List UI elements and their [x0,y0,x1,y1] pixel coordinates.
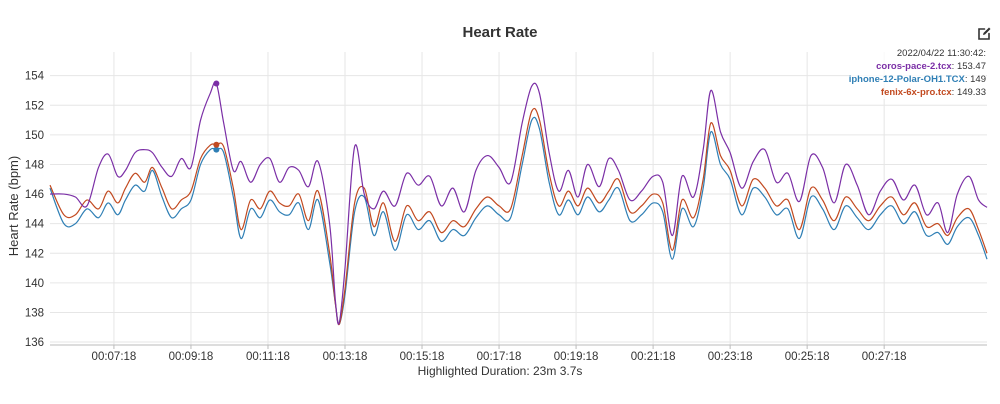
tooltip-series-name: coros-pace-2.tcx [876,61,952,72]
tooltip-entry: iphone-12-Polar-OH1.TCX: 149 [849,73,986,86]
x-tick-label: 00:25:18 [785,351,830,363]
y-tick-label: 152 [25,100,44,112]
series-line[interactable] [49,108,988,326]
x-tick-label: 00:19:18 [554,351,599,363]
highlighted-duration: Highlighted Duration: 23m 3.7s [417,364,583,378]
y-tick-label: 138 [25,307,44,319]
y-tick-label: 136 [25,337,44,349]
x-tick-label: 00:23:18 [708,351,753,363]
y-axis-label: Heart Rate (bpm) [6,156,21,256]
tooltip-series-name: iphone-12-Polar-OH1.TCX [848,74,965,85]
edit-button[interactable] [976,26,992,42]
hover-point-marker [213,141,220,148]
y-tick-label: 140 [25,278,44,290]
x-tick-label: 00:09:18 [169,351,214,363]
series-line[interactable] [49,116,988,325]
y-tick-label: 146 [25,189,44,201]
y-tick-label: 150 [25,130,44,142]
hover-point-marker [213,80,220,87]
hover-point-marker [213,146,220,153]
y-tick-label: 144 [25,219,45,231]
x-tick-label: 00:27:18 [862,351,907,363]
tooltip-colon: : [951,61,957,72]
tooltip-series-value: 153.47 [956,61,986,72]
tooltip-series-name: fenix-6x-pro.tcx [880,87,952,98]
y-tick-label: 154 [25,71,45,83]
tooltip-series-value: 149 [970,74,986,85]
hover-tooltip: 2022/04/22 11:30:42: coros-pace-2.tcx: 1… [848,47,986,99]
x-tick-label: 00:17:18 [477,351,522,363]
x-tick-label: 00:13:18 [323,351,368,363]
tooltip-timestamp: 2022/04/22 11:30:42: [896,48,986,59]
edit-icon [978,27,991,40]
x-tick-label: 00:15:18 [400,351,445,363]
series-line[interactable] [49,81,988,325]
y-tick-label: 142 [25,248,44,260]
chart-title: Heart Rate [462,24,538,41]
x-tick-label: 00:21:18 [631,351,676,363]
tooltip-colon: : [951,87,957,98]
tooltip-series-value: 149.33 [956,87,986,98]
tooltip-entry: coros-pace-2.tcx: 153.47 [849,60,986,73]
x-tick-label: 00:07:18 [92,351,137,363]
tooltip-colon: : [964,74,971,85]
y-tick-label: 148 [25,159,44,171]
x-tick-label: 00:11:18 [246,351,290,363]
tooltip-entry: fenix-6x-pro.tcx: 149.33 [849,86,986,99]
